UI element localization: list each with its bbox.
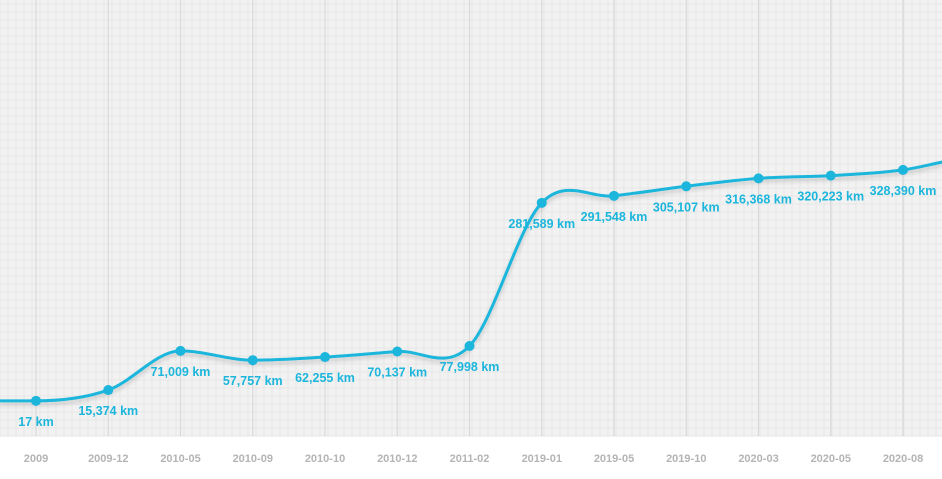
data-point[interactable] (464, 340, 475, 351)
data-point[interactable] (247, 355, 258, 366)
data-label: 281,589 km (508, 217, 575, 231)
x-axis-tick-labels: 2009 2009-12 2010-05 2010-09 2010-10 2010-12 2… (24, 453, 923, 465)
data-labels: 17 km 15,374 km 71,009 km 57,757 km 62,255 k… (18, 184, 936, 429)
x-tick-label: 2019-05 (594, 453, 634, 465)
data-point[interactable] (536, 197, 547, 208)
data-label: 17 km (18, 415, 53, 429)
data-label: 71,009 km (151, 365, 211, 379)
x-tick-label: 2010-05 (160, 453, 200, 465)
data-point[interactable] (103, 385, 114, 396)
minor-grid (0, 0, 942, 437)
data-point[interactable] (825, 170, 836, 181)
data-label: 70,137 km (367, 366, 427, 380)
plot-background (0, 0, 942, 436)
x-axis-band (0, 436, 942, 479)
data-point[interactable] (320, 352, 330, 363)
data-point[interactable] (898, 164, 908, 175)
x-tick-label: 2009 (24, 453, 48, 465)
data-point[interactable] (681, 181, 692, 192)
x-tick-label: 2011-02 (450, 453, 490, 465)
x-tick-label: 2020-05 (811, 453, 851, 465)
data-point[interactable] (175, 345, 186, 356)
data-label: 57,757 km (223, 374, 283, 388)
x-tick-label: 2010-10 (305, 453, 345, 465)
data-point[interactable] (753, 173, 764, 184)
x-tick-label: 2019-10 (666, 453, 706, 465)
data-label: 15,374 km (78, 404, 138, 418)
data-label: 77,998 km (440, 360, 500, 374)
x-tick-label: 2020-08 (883, 453, 923, 465)
data-label: 328,390 km (870, 184, 937, 198)
data-point[interactable] (392, 346, 403, 357)
data-point[interactable] (31, 395, 41, 406)
x-tick-label: 2010-09 (233, 453, 273, 465)
data-label: 291,548 km (581, 210, 648, 224)
x-tick-label: 2019-01 (522, 453, 562, 465)
data-label: 305,107 km (653, 200, 720, 214)
data-label: 320,223 km (797, 190, 864, 204)
major-grid (35, 0, 904, 436)
data-label: 62,255 km (295, 371, 355, 385)
x-tick-label: 2009-12 (88, 453, 128, 465)
x-tick-label: 2010-12 (377, 453, 417, 465)
data-label: 316,368 km (725, 192, 792, 206)
x-tick-label: 2020-03 (738, 453, 778, 465)
odometer-series (0, 160, 942, 406)
data-point[interactable] (609, 190, 619, 201)
